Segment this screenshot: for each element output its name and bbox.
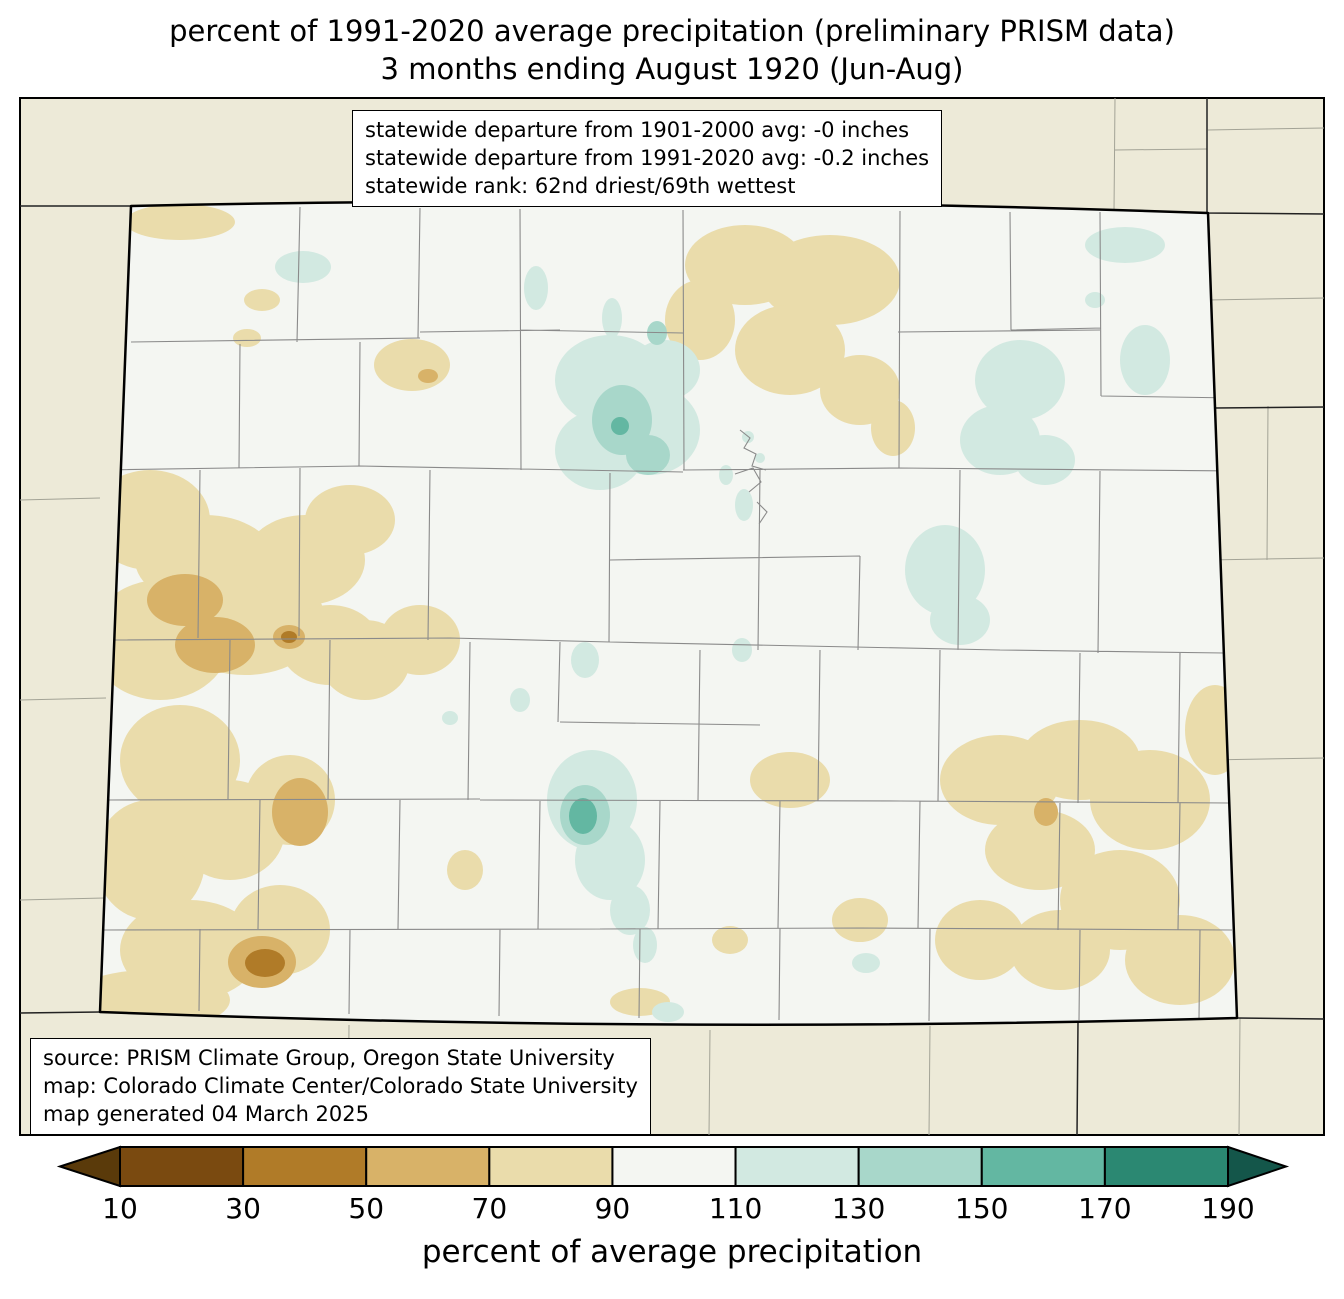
- neighbor-state-borders: [19, 98, 1325, 1136]
- colorbar-axis-label: percent of average precipitation: [421, 1234, 923, 1270]
- colorbar-segment-lvl_50_70: [365, 1146, 491, 1187]
- source-line-3: map generated 04 March 2025: [43, 1102, 370, 1126]
- colorbar-tick-30: 30: [225, 1192, 261, 1225]
- stats-line-1: statewide departure from 1901-2000 avg: …: [365, 118, 910, 142]
- colorbar-tick-50: 50: [348, 1192, 385, 1225]
- map-title-line-2: 3 months ending August 1920 (Jun-Aug): [380, 52, 964, 86]
- colorbar-under-arrow: [56, 1145, 121, 1188]
- colorbar: [56, 1145, 1290, 1188]
- colorbar-tick-150: 150: [955, 1192, 1009, 1225]
- colorbar-segment-lvl_30_50: [242, 1146, 368, 1187]
- source-line-1: source: PRISM Climate Group, Oregon Stat…: [43, 1046, 615, 1070]
- area-150-170-percent: [569, 417, 629, 834]
- stats-line-2: statewide departure from 1991-2020 avg: …: [365, 146, 930, 170]
- colorbar-segment-lvl_90_110: [611, 1146, 737, 1187]
- area-30-50-percent: [245, 631, 297, 977]
- colorbar-over-arrow: [1227, 1145, 1290, 1188]
- colorbar-tick-110: 110: [708, 1192, 763, 1225]
- stats-line-3: statewide rank: 62nd driest/69th wettest: [365, 174, 796, 198]
- colorbar-tick-190: 190: [1201, 1192, 1255, 1225]
- colorbar-tick-170: 170: [1078, 1192, 1132, 1225]
- colorbar-segment-lvl_70_90: [488, 1146, 614, 1187]
- colorbar-tick-90: 90: [594, 1192, 631, 1225]
- colorbar-segment-lvl_130_150: [857, 1146, 983, 1187]
- colorbar-tick-labels: 10 30 50 70 90 110 130 150 170 190: [0, 1192, 1344, 1228]
- source-credit-box: source: PRISM Climate Group, Oregon Stat…: [30, 1038, 651, 1135]
- source-line-2: map: Colorado Climate Center/Colorado St…: [43, 1074, 638, 1098]
- map-title: percent of 1991-2020 average precipitati…: [0, 12, 1344, 88]
- colorbar-tick-70: 70: [471, 1192, 508, 1225]
- map-title-line-1: percent of 1991-2020 average precipitati…: [169, 14, 1175, 48]
- colorbar-segment-lvl_150_170: [980, 1146, 1106, 1187]
- county-boundary-lines: [100, 206, 1237, 1022]
- colorbar-segment-lvl_170_190: [1103, 1146, 1230, 1187]
- colorbar-tick-130: 130: [831, 1192, 886, 1225]
- colorbar-segment-lvl_110_130: [734, 1146, 860, 1187]
- colorbar-tick-10: 10: [102, 1192, 138, 1225]
- statewide-stats-box: statewide departure from 1901-2000 avg: …: [352, 110, 943, 207]
- colorbar-segment-lvl_10_30: [119, 1146, 245, 1187]
